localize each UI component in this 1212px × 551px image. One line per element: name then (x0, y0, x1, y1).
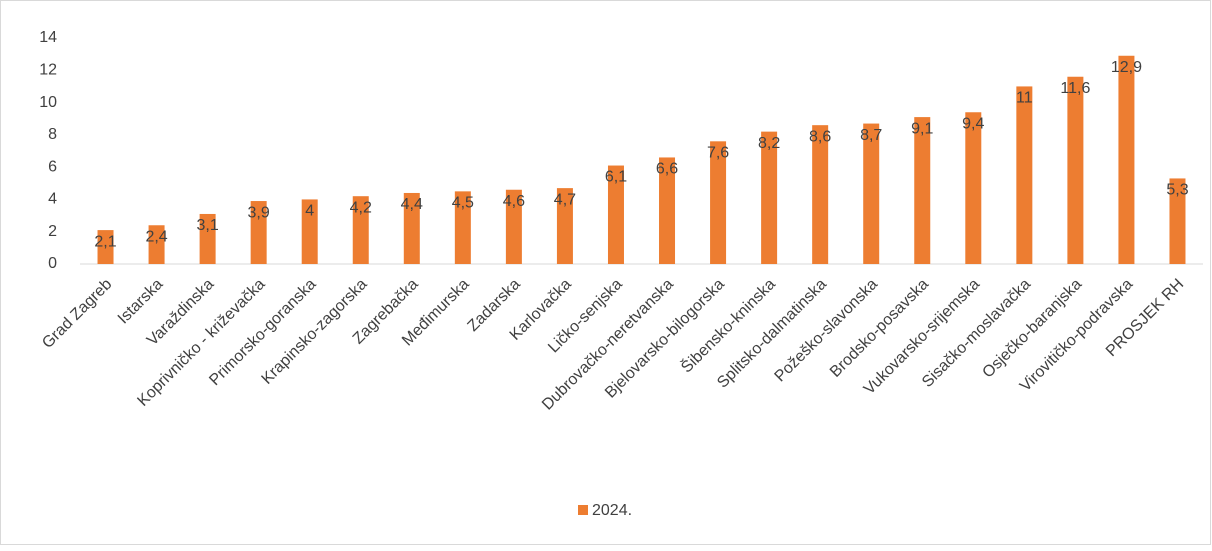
data-label: 7,6 (707, 145, 729, 162)
bar (863, 123, 880, 264)
data-label: 8,2 (758, 135, 780, 152)
legend-label: 2024. (592, 502, 632, 519)
bar (914, 117, 931, 264)
bar (761, 131, 778, 264)
data-label: 6,1 (605, 169, 627, 186)
bar (505, 189, 522, 264)
bar (659, 157, 676, 264)
data-label: 2,1 (94, 233, 116, 250)
legend-swatch (578, 505, 588, 515)
data-label: 8,7 (860, 127, 882, 144)
y-tick-label: 2 (48, 223, 57, 240)
y-tick-label: 6 (48, 158, 57, 175)
data-label: 4,7 (554, 191, 576, 208)
bar (250, 201, 267, 264)
data-label: 11,6 (1060, 80, 1090, 97)
data-label: 5,3 (1166, 182, 1188, 199)
bar (199, 213, 216, 264)
y-tick-label: 14 (39, 29, 57, 46)
data-label: 3,9 (248, 204, 270, 221)
bar (1067, 76, 1084, 264)
data-label: 12,9 (1111, 59, 1142, 76)
bar (352, 196, 369, 264)
bar (97, 230, 114, 264)
data-label: 4,6 (503, 193, 525, 210)
bar (965, 112, 982, 264)
data-label: 6,6 (656, 161, 678, 178)
bar (812, 125, 829, 265)
bar (710, 141, 727, 264)
bar (556, 188, 573, 264)
bar (607, 165, 624, 264)
bar (301, 199, 318, 264)
y-tick-label: 10 (39, 94, 57, 111)
data-label: 9,1 (911, 120, 933, 137)
bar (403, 192, 420, 264)
data-label: 4,4 (401, 196, 423, 213)
bar (454, 191, 471, 264)
y-tick-label: 12 (39, 62, 57, 79)
bar (1169, 178, 1186, 264)
data-label: 2,4 (145, 228, 167, 245)
data-label: 11 (1016, 90, 1033, 107)
data-label: 4,5 (452, 195, 474, 212)
data-label: 4,2 (350, 199, 372, 216)
data-label: 3,1 (196, 217, 218, 234)
data-label: 4 (305, 203, 314, 220)
data-label: 9,4 (962, 115, 984, 132)
y-tick-label: 8 (48, 126, 57, 143)
bar (148, 225, 165, 264)
data-label: 8,6 (809, 128, 831, 145)
bar (1118, 55, 1135, 264)
y-tick-label: 4 (48, 191, 57, 208)
bar (1016, 86, 1033, 264)
y-tick-label: 0 (48, 255, 57, 272)
